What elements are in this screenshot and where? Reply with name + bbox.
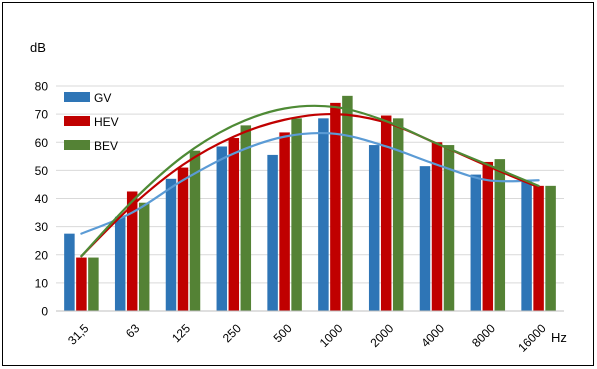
bar-HEV-16000 [533, 185, 544, 311]
trendline-BEV [80, 104, 540, 258]
x-tick-label: 250 [220, 321, 244, 345]
y-tick-label: 50 [35, 164, 49, 178]
x-tick-label: 500 [271, 321, 295, 345]
bar-GV-250 [216, 146, 228, 311]
y-tick-label: 40 [35, 192, 49, 206]
bar-HEV-125 [177, 167, 189, 311]
bar-HEV-31,5 [76, 257, 87, 311]
bars [64, 95, 556, 311]
bar-GV-31,5 [64, 233, 75, 311]
y-tick-label: 20 [35, 248, 49, 262]
bar-GV-8000 [470, 174, 482, 311]
bar-GV-16000 [521, 180, 532, 311]
legend-label-GV: GV [94, 91, 111, 105]
x-tick-label: 1000 [317, 321, 346, 350]
legend-label-BEV: BEV [94, 139, 118, 153]
bar-BEV-16000 [545, 185, 556, 311]
bar-HEV-4000 [431, 142, 443, 311]
legend: GV HEV BEV [64, 91, 119, 153]
bar-HEV-250 [228, 138, 240, 311]
x-tick-label: 31,5 [65, 321, 92, 348]
bar-HEV-1000 [330, 102, 341, 311]
legend-swatch-HEV [64, 116, 90, 126]
x-tick-label: 2000 [368, 321, 397, 350]
x-tick-label: 4000 [418, 321, 447, 350]
bar-BEV-125 [189, 150, 201, 311]
y-tick-label: 70 [35, 108, 49, 122]
x-tick-label: 63 [123, 321, 143, 341]
bar-HEV-63 [126, 191, 138, 311]
y-tick-label: 0 [41, 305, 48, 319]
bar-GV-1000 [318, 118, 329, 311]
bar-HEV-8000 [482, 161, 494, 311]
bar-BEV-8000 [494, 159, 506, 311]
y-tick-label: 30 [35, 220, 49, 234]
bar-GV-63 [114, 216, 126, 311]
y-tick-label: 10 [35, 276, 49, 290]
bar-GV-500 [267, 154, 278, 311]
x-axis-label: Hz [551, 330, 567, 345]
y-tick-label: 80 [35, 80, 49, 94]
bar-GV-2000 [368, 145, 380, 311]
y-axis-label: dB [30, 40, 46, 55]
bar-GV-125 [165, 178, 177, 311]
bar-HEV-2000 [380, 115, 392, 311]
bar-BEV-63 [138, 202, 150, 311]
y-tick-label: 60 [35, 136, 49, 150]
x-tick-label: 125 [169, 321, 193, 345]
legend-label-HEV: HEV [94, 115, 119, 129]
bar-BEV-4000 [443, 145, 455, 311]
trendline-GV [80, 131, 540, 235]
legend-swatch-GV [64, 92, 90, 102]
bar-BEV-250 [240, 125, 252, 311]
bar-BEV-2000 [392, 118, 404, 311]
legend-swatch-BEV [64, 140, 90, 150]
bar-BEV-31,5 [88, 257, 99, 311]
trendlines [80, 104, 540, 258]
bar-BEV-1000 [342, 95, 353, 311]
x-tick-label: 8000 [469, 321, 498, 350]
bar-GV-4000 [419, 166, 431, 311]
bar-HEV-500 [279, 132, 290, 311]
x-tick-label: 16000 [515, 321, 549, 355]
bar-BEV-500 [291, 118, 302, 311]
